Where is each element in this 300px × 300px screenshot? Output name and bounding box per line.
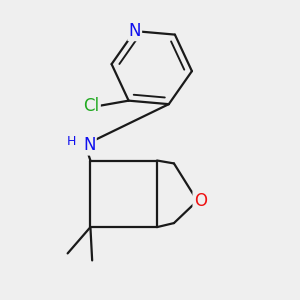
Text: H: H [67,135,76,148]
Text: Cl: Cl [84,98,100,116]
Text: N: N [83,136,96,154]
Text: O: O [194,192,207,210]
Text: N: N [128,22,141,40]
